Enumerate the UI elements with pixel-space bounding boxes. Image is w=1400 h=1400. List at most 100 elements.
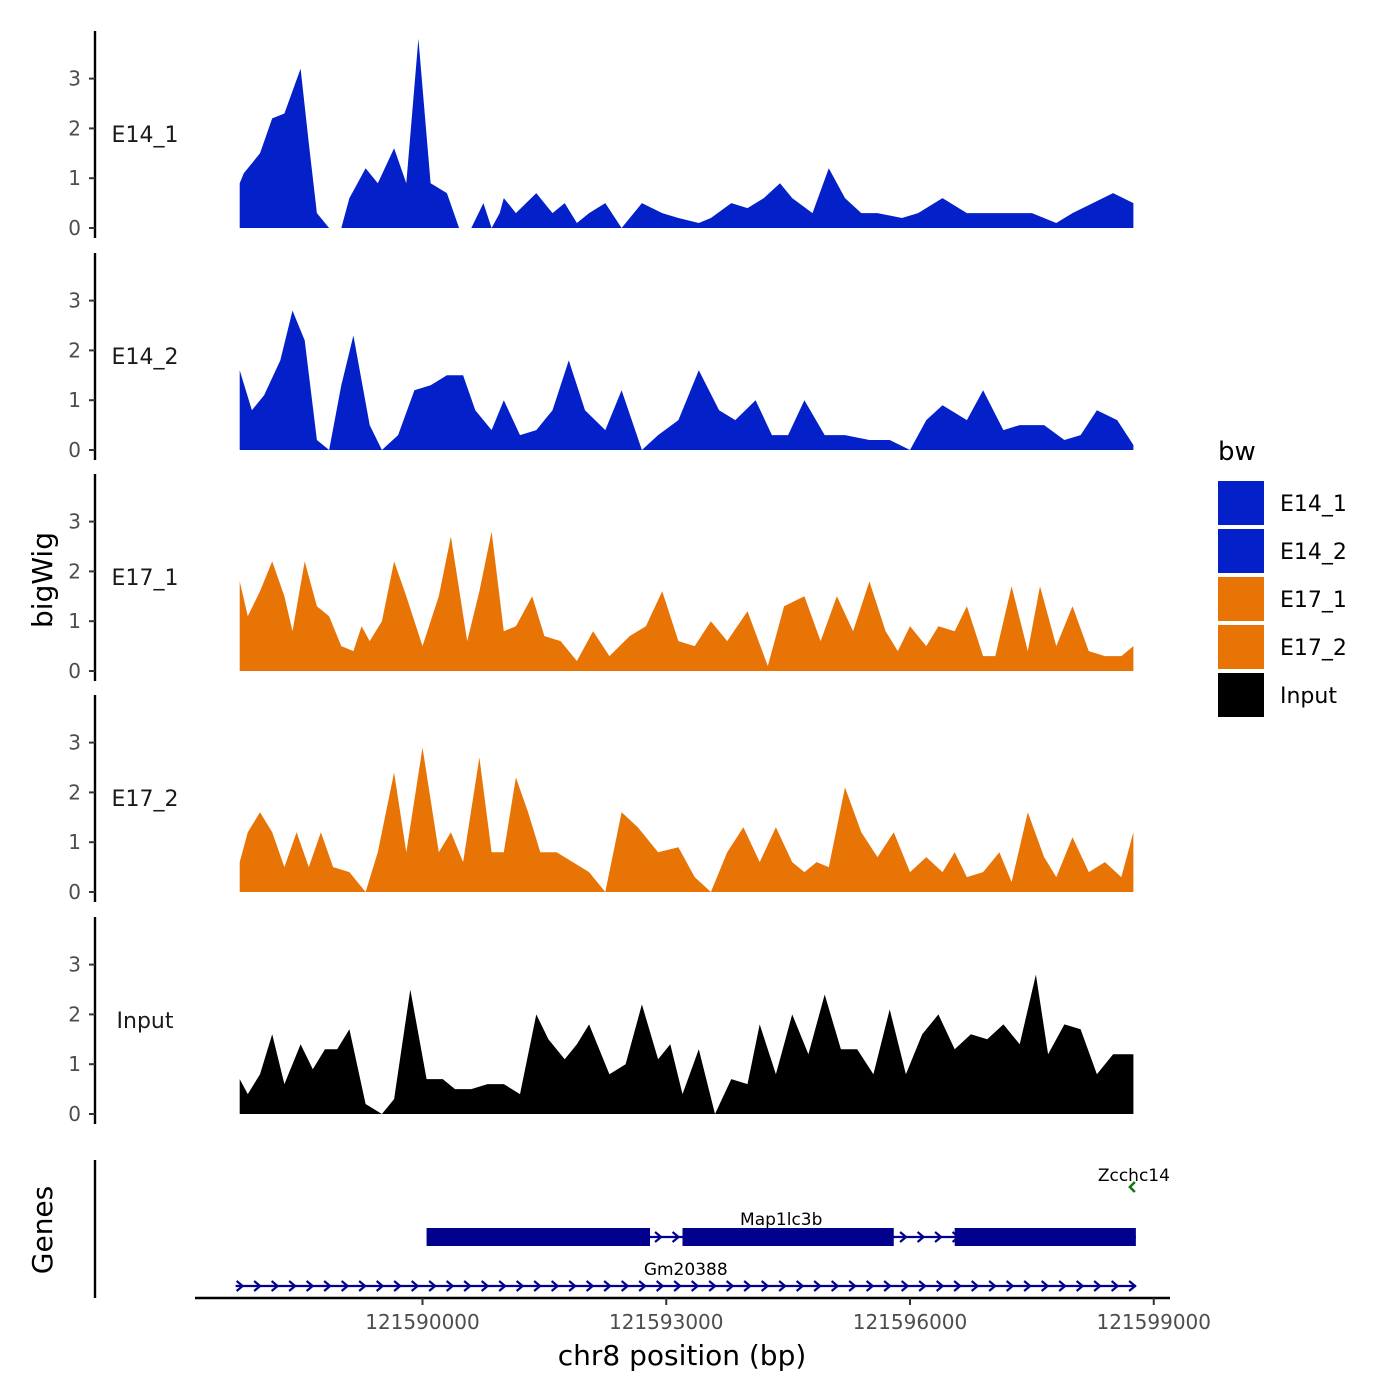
coverage-tracks: 0 1 2 3 E14_1 0 1 2 3 E14_2 0 1 2 3 E17_1 0 1 2 3 E17_2 0 1 2 3… [68,31,1134,1126]
x-axis-title: chr8 position (bp) [558,1339,807,1372]
y-tick-label: 2 [68,1002,81,1026]
gene-map1lc3b: Map1lc3b [426,1210,1136,1246]
strand-arrow [760,1280,770,1292]
track-input: 0 1 2 3 Input [68,917,1134,1126]
y-tick-label: 3 [68,510,81,534]
y-tick-label: 1 [68,830,81,854]
legend-swatch [1218,481,1264,525]
track-label: E14_1 [112,123,179,148]
strand-arrow [1075,1280,1085,1292]
gene-label: Gm20388 [644,1260,728,1280]
y-axis-title: bigWig [26,532,59,628]
strand-arrow [935,1280,945,1292]
y-tick-label: 3 [68,67,81,91]
strand-arrow [463,1280,472,1292]
strand-arrow [253,1280,262,1292]
strand-arrow [1110,1280,1120,1292]
track-label: E17_1 [112,566,179,591]
strand-arrow [900,1280,910,1292]
y-tick-label: 2 [68,338,81,362]
track-e14-2: 0 1 2 3 E14_2 [68,253,1134,462]
y-tick-label: 0 [68,880,81,904]
strand-arrow [1005,1280,1015,1292]
y-tick-label: 3 [68,289,81,313]
strand-arrow [515,1280,525,1292]
strand-arrow [533,1280,542,1292]
y-tick-label: 0 [68,659,81,683]
strand-arrow [671,1231,681,1243]
strand-arrow [550,1280,560,1292]
strand-arrow [654,1231,663,1243]
track-e14-1: 0 1 2 3 E14_1 [68,31,1134,240]
strand-arrow [934,1231,943,1243]
strand-arrow [778,1280,787,1292]
x-tick-label: 121596000 [853,1310,968,1334]
strand-arrow [480,1280,490,1292]
track-label: E14_2 [112,345,179,370]
y-tick-label: 3 [68,953,81,977]
legend-swatch [1218,577,1264,621]
strand-arrow [1023,1280,1032,1292]
strand-arrow [1128,1181,1136,1193]
strand-arrow [916,1231,926,1243]
strand-arrow [830,1280,840,1292]
strand-arrow [848,1280,857,1292]
y-tick-label: 1 [68,388,81,412]
y-tick-label: 0 [68,216,81,240]
legend-label: E14_2 [1280,540,1347,565]
gene-annotation-panel: Zcchc14 Map1lc3b Gm20388 [93,1160,1170,1298]
strand-arrow [655,1280,665,1292]
y-tick-label: 2 [68,116,81,140]
strand-arrow [743,1280,752,1292]
y-tick-label: 2 [68,780,81,804]
y-tick-label: 2 [68,559,81,583]
strand-arrow [270,1280,280,1292]
track-label: Input [117,1009,174,1034]
strand-arrow [358,1280,367,1292]
strand-arrow [883,1280,892,1292]
exon [954,1228,1136,1246]
x-tick-label: 121590000 [365,1310,480,1334]
strand-arrow [620,1280,630,1292]
legend-label: E14_1 [1280,492,1347,517]
strand-arrow [305,1280,315,1292]
track-label: E17_2 [112,787,179,812]
x-tick-label: 121599000 [1096,1310,1211,1334]
strand-arrow [865,1280,875,1292]
coverage-area [239,531,1134,671]
coverage-area [239,747,1134,892]
coverage-area [239,310,1134,450]
y-tick-label: 1 [68,166,81,190]
legend-title: bw [1218,437,1256,467]
y-tick-label: 0 [68,438,81,462]
strand-arrow [323,1280,332,1292]
strand-arrow [1058,1280,1067,1292]
y-tick-label: 1 [68,1052,81,1076]
strand-arrow [918,1280,927,1292]
strand-arrow [568,1280,577,1292]
strand-arrow [708,1280,717,1292]
y-tick-label: 1 [68,609,81,633]
gene-zcchc14: Zcchc14 [1098,1166,1170,1193]
strand-arrow [813,1280,822,1292]
exon [682,1228,894,1246]
track-e17-2: 0 1 2 3 E17_2 [68,695,1134,904]
track-e17-1: 0 1 2 3 E17_1 [68,474,1134,683]
strand-arrow [673,1280,682,1292]
strand-arrow [445,1280,455,1292]
coverage-area [239,974,1134,1114]
strand-arrow [690,1280,700,1292]
strand-arrow [585,1280,595,1292]
legend-label: E17_1 [1280,588,1347,613]
strand-arrow [375,1280,385,1292]
genes-panel-title: Genes [26,1186,59,1274]
strand-arrow [970,1280,980,1292]
strand-arrow [1093,1280,1102,1292]
strand-arrow [899,1231,908,1243]
gene-gm20388: Gm20388 [235,1260,1137,1292]
gene-label: Map1lc3b [740,1210,822,1230]
legend: bw E14_1 E14_2 E17_1 E17_2 Input [1218,437,1347,717]
legend-swatch [1218,529,1264,573]
strand-arrow [428,1280,437,1292]
